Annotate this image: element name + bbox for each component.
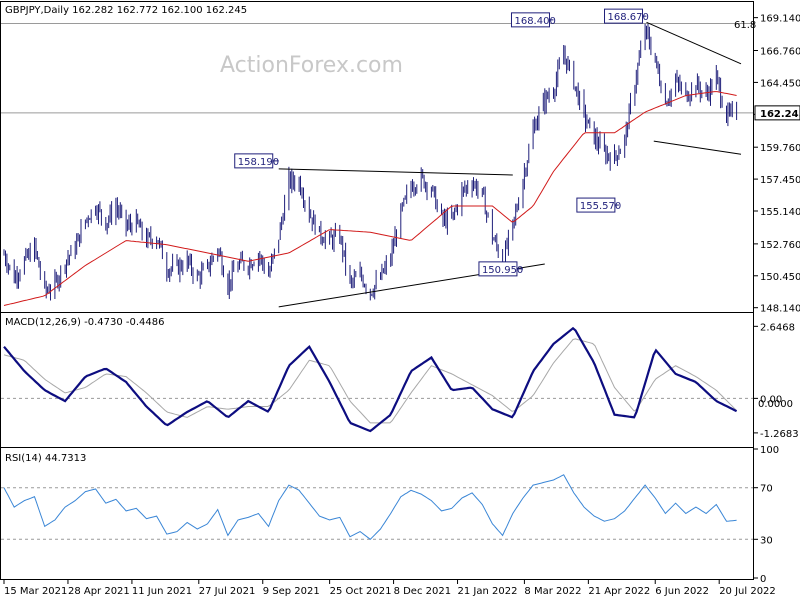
annotation-box	[234, 153, 274, 169]
annotation-label: 168.670	[608, 12, 649, 23]
date-tick-label: 6 Jun 2022	[655, 586, 709, 597]
date-tick-label: 8 Dec 2021	[394, 586, 452, 597]
date-tick-label: 27 Jul 2021	[199, 586, 256, 597]
price-annotation: 150.950	[478, 261, 523, 277]
rsi-panel-frame	[0, 447, 754, 580]
fib-level-label: 61.8	[734, 20, 756, 31]
current-price-marker: 162.245	[754, 105, 800, 121]
date-tick-label: 28 Apr 2021	[68, 586, 130, 597]
date-tick-label: 20 Jul 2022	[719, 586, 776, 597]
macd-signal-line	[3, 338, 737, 424]
macd-tick-label: 2.6468	[760, 322, 795, 333]
date-tick-label: 15 Mar 2021	[4, 586, 67, 597]
rsi-tick-label: 30	[760, 535, 773, 546]
date-tick-label: 11 Jun 2021	[132, 586, 192, 597]
macd-tick-label: -1.2683	[760, 429, 799, 440]
macd-y-axis: 2.6468 0.00 -1.2683	[754, 322, 799, 440]
macd-panel-frame	[0, 312, 754, 448]
price-tick-label: 169.140	[760, 14, 800, 25]
price-tick-label: 159.760	[760, 143, 800, 154]
price-annotation: 158.190	[234, 153, 279, 169]
date-tick-label: 21 Apr 2022	[588, 586, 650, 597]
date-tick-label: 8 Mar 2022	[524, 586, 581, 597]
date-tick-label: 9 Sep 2021	[263, 586, 320, 597]
annotation-box	[510, 12, 550, 28]
rsi-tick-label: 0	[760, 574, 766, 585]
trendline	[653, 140, 742, 155]
price-annotation: 168.400	[510, 12, 556, 28]
rsi-tick-label: 100	[760, 445, 779, 456]
price-tick-label: 166.760	[760, 47, 800, 58]
annotation-label: 158.190	[238, 157, 279, 168]
trendline	[646, 21, 742, 65]
rsi-level-lines	[1, 487, 753, 540]
macd-tick-label: 0.00	[760, 394, 782, 405]
price-annotation: 168.670	[604, 8, 649, 24]
price-tick-label: 148.140	[760, 304, 800, 315]
macd-zero-label: 0.0000	[758, 399, 793, 410]
macd-panel-header: MACD(12,26,9) -0.4730 -0.4486	[5, 317, 165, 328]
rsi-tick-label: 70	[760, 484, 773, 495]
candles	[3, 23, 738, 301]
trendline	[278, 168, 513, 176]
annotation-label: 155.570	[580, 201, 621, 212]
macd-main-line	[3, 326, 738, 433]
annotation-label: 150.950	[482, 265, 523, 276]
date-tick-label: 21 Jan 2022	[458, 586, 518, 597]
price-tick-label: 157.450	[760, 175, 800, 186]
price-tick-label: 152.760	[760, 240, 800, 251]
annotation-label: 168.400	[514, 16, 555, 27]
rsi-line	[3, 474, 737, 540]
rsi-y-axis: 100 70 30 0	[754, 445, 779, 585]
price-tick-label: 164.450	[760, 78, 800, 89]
price-tick-label: 150.450	[760, 272, 800, 283]
rsi-panel-header: RSI(14) 44.7313	[5, 453, 86, 464]
price-panel-header: GBPJPY,Daily 162.282 162.772 162.100 162…	[5, 5, 247, 16]
moving-average-line	[3, 91, 737, 306]
price-tick-label: 155.140	[760, 207, 800, 218]
watermark: ActionForex.com	[220, 53, 403, 78]
price-annotation: 155.570	[576, 197, 621, 213]
price-y-axis: 169.140166.760164.450162.140159.760157.4…	[754, 14, 800, 315]
svg-text:162.245: 162.245	[760, 109, 800, 120]
date-tick-label: 25 Oct 2021	[330, 586, 392, 597]
date-x-axis: 15 Mar 2021 28 Apr 2021 11 Jun 2021 27 Jul …	[3, 580, 776, 597]
price-annotations: 168.400 168.670 158.190 155.570 150.950	[234, 8, 649, 277]
